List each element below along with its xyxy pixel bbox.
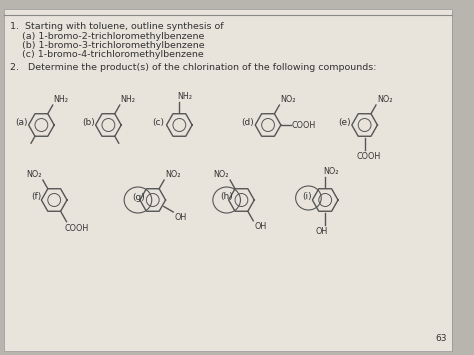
Text: (h): (h): [221, 192, 234, 202]
Text: (a): (a): [15, 118, 27, 126]
Text: 63: 63: [435, 334, 447, 343]
Text: OH: OH: [254, 222, 266, 231]
Text: OH: OH: [174, 213, 186, 222]
Text: NO₂: NO₂: [214, 170, 229, 179]
Text: (g): (g): [132, 192, 145, 202]
Text: NH₂: NH₂: [54, 95, 69, 104]
Text: (e): (e): [338, 118, 351, 126]
Text: 1.  Starting with toluene, outline synthesis of: 1. Starting with toluene, outline synthe…: [10, 22, 223, 31]
Text: OH: OH: [315, 227, 328, 236]
Text: (c) 1-bromo-4-trichloromethylbenzene: (c) 1-bromo-4-trichloromethylbenzene: [10, 50, 204, 59]
Text: NO₂: NO₂: [27, 170, 42, 179]
Text: COOH: COOH: [64, 224, 89, 233]
FancyBboxPatch shape: [4, 9, 452, 351]
Text: (b) 1-bromo-3-trichloromethylbenzene: (b) 1-bromo-3-trichloromethylbenzene: [10, 41, 204, 50]
Text: (d): (d): [241, 118, 254, 126]
Text: NO₂: NO₂: [377, 95, 392, 104]
Text: (c): (c): [153, 118, 165, 126]
Text: 2.   Determine the product(s) of the chlorination of the following compounds:: 2. Determine the product(s) of the chlor…: [10, 63, 376, 72]
Text: (b): (b): [82, 118, 94, 126]
Text: (f): (f): [32, 192, 42, 202]
Text: NH₂: NH₂: [121, 95, 136, 104]
Text: NO₂: NO₂: [280, 95, 296, 104]
Text: NO₂: NO₂: [323, 167, 339, 176]
Text: COOH: COOH: [292, 120, 316, 130]
Text: (a) 1-bromo-2-trichloromethylbenzene: (a) 1-bromo-2-trichloromethylbenzene: [10, 32, 204, 41]
Text: NO₂: NO₂: [165, 170, 181, 179]
Text: NH₂: NH₂: [177, 92, 192, 101]
Text: (i): (i): [302, 192, 312, 202]
Text: COOH: COOH: [357, 152, 381, 161]
